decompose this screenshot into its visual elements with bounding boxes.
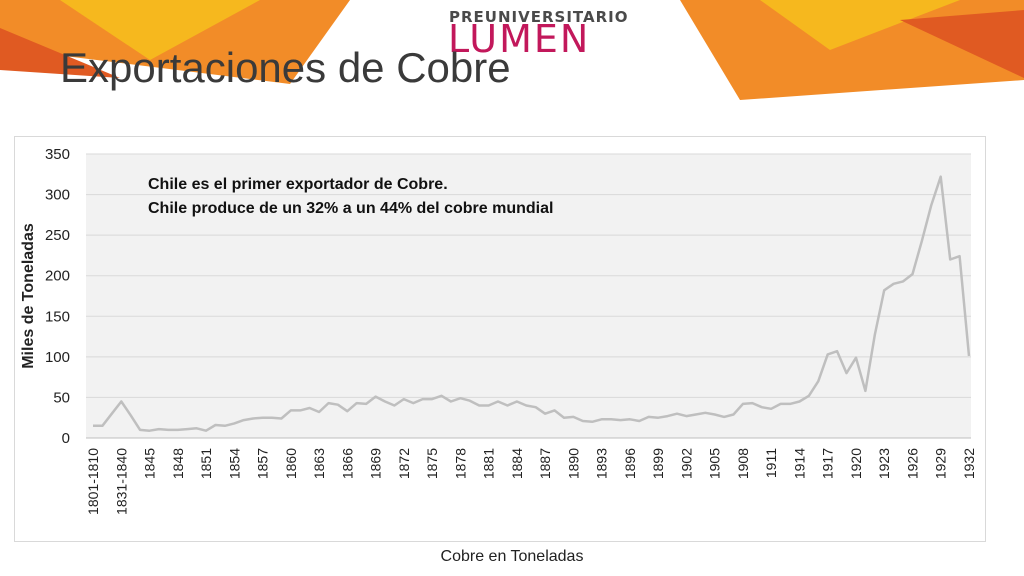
logo-top-text: PREUNIVERSITARIO xyxy=(449,8,629,26)
x-tick-label: 1899 xyxy=(650,448,666,479)
banner-left-red xyxy=(0,28,120,78)
x-tick-label: 1908 xyxy=(735,448,751,479)
x-tick-label: 1854 xyxy=(226,448,242,479)
y-tick-label: 200 xyxy=(45,268,70,285)
x-tick-label: 1923 xyxy=(876,448,892,479)
x-tick-label: 1896 xyxy=(622,448,638,479)
x-tick-label: 1866 xyxy=(339,448,355,479)
plot-area xyxy=(86,154,971,438)
chart-annotation-line: Chile es el primer exportador de Cobre. xyxy=(148,176,448,193)
y-tick-label: 100 xyxy=(45,349,70,366)
top-banner xyxy=(0,0,1024,100)
x-tick-label: 1929 xyxy=(933,448,949,479)
x-tick-label: 1875 xyxy=(424,448,440,479)
y-tick-label: 150 xyxy=(45,308,70,325)
banner-right-red xyxy=(900,10,1024,78)
x-tick-label: 1893 xyxy=(594,448,610,479)
x-tick-label: 1863 xyxy=(311,448,327,479)
x-tick-label: 1932 xyxy=(961,448,977,479)
series-line xyxy=(93,175,971,432)
y-tick-label: 50 xyxy=(53,389,70,406)
x-tick-label: 1905 xyxy=(707,448,723,479)
x-tick-label: 1851 xyxy=(198,448,214,479)
x-tick-label: 1914 xyxy=(791,448,807,479)
x-tick-label: 1890 xyxy=(565,448,581,479)
x-tick-label: 1887 xyxy=(537,448,553,479)
x-tick-label: 1860 xyxy=(283,448,299,479)
banner-right-yellow xyxy=(760,0,960,50)
x-tick-label: 1878 xyxy=(452,448,468,479)
x-tick-label: 1881 xyxy=(481,448,497,479)
chart-frame xyxy=(14,136,986,542)
page-title: Exportaciones de Cobre xyxy=(60,44,511,91)
x-tick-label: 1848 xyxy=(170,448,186,479)
x-axis-label: Cobre en Toneladas xyxy=(440,548,584,565)
x-tick-label: 1920 xyxy=(848,448,864,479)
x-tick-label: 1926 xyxy=(904,448,920,479)
y-axis-label: Miles de Toneladas xyxy=(20,223,37,369)
x-tick-label: 1884 xyxy=(509,448,525,479)
x-tick-label: 1869 xyxy=(368,448,384,479)
x-tick-label: 1831-1840 xyxy=(113,448,129,515)
x-tick-label: 1845 xyxy=(142,448,158,479)
x-tick-label: 1917 xyxy=(820,448,836,479)
x-tick-label: 1911 xyxy=(763,448,779,478)
x-tick-label: 1902 xyxy=(678,448,694,479)
x-tick-label: 1857 xyxy=(255,448,271,479)
y-tick-label: 350 xyxy=(45,146,70,163)
y-tick-label: 0 xyxy=(62,430,70,447)
y-tick-label: 250 xyxy=(45,227,70,244)
banner-left-yellow xyxy=(60,0,260,60)
y-tick-label: 300 xyxy=(45,187,70,204)
x-tick-label: 1801-1810 xyxy=(85,448,101,515)
x-tick-label: 1872 xyxy=(396,448,412,479)
logo-main-text: LUMEN xyxy=(448,17,591,61)
chart-annotation-line: Chile produce de un 32% a un 44% del cob… xyxy=(148,200,553,217)
